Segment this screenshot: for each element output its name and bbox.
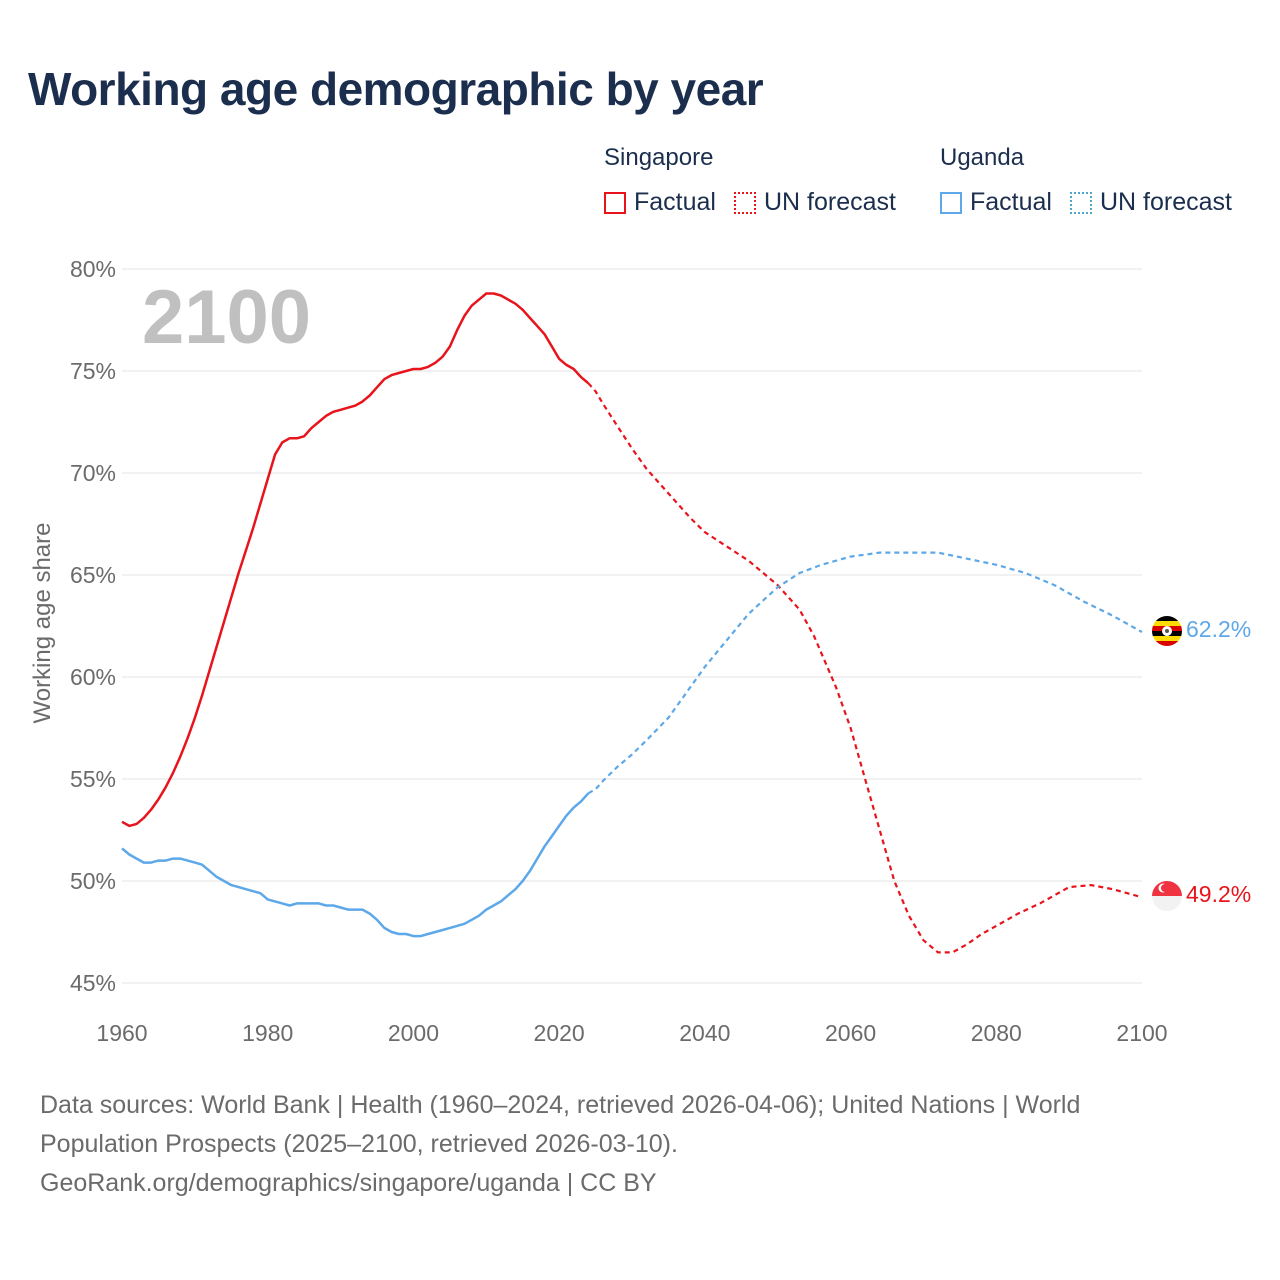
legend-item-singapore-factual[interactable]: Factual <box>604 188 716 217</box>
singapore-flag-icon <box>1152 881 1182 911</box>
legend-label-uganda-factual: Factual <box>970 188 1052 216</box>
legend-group-singapore: Singapore Factual UN forecast <box>604 144 914 217</box>
legend-label-uganda-forecast: UN forecast <box>1099 188 1232 216</box>
x-tick-label-2040: 2040 <box>679 1020 730 1046</box>
footer: Data sources: World Bank | Health (1960–… <box>40 1086 1200 1203</box>
y-axis-label: Working age share <box>29 523 56 724</box>
legend-item-singapore-forecast[interactable]: UN forecast <box>733 188 896 217</box>
singapore-factual-line <box>121 292 590 828</box>
y-axis-ticks: 45% 50% 55% 60% 65% 70% 75% 80% <box>70 256 116 996</box>
series-lines <box>121 292 1143 954</box>
footer-link[interactable]: GeoRank.org/demographics/singapore/ugand… <box>40 1169 657 1197</box>
x-tick-label-1960: 1960 <box>96 1020 147 1046</box>
x-tick-label-2080: 2080 <box>971 1020 1022 1046</box>
legend-country-singapore: Singapore <box>604 144 714 171</box>
legend-group-uganda: Uganda Factual UN forecast <box>940 144 1250 217</box>
x-axis-ticks: 1960 1980 2000 2020 2040 2060 2080 2100 <box>96 1020 1167 1046</box>
uganda-end-value: 62.2% <box>1186 616 1251 642</box>
singapore-forecast-line <box>587 382 1143 954</box>
x-tick-label-2020: 2020 <box>534 1020 585 1046</box>
y-tick-label-45: 45% <box>70 970 116 996</box>
year-watermark: 2100 <box>142 275 311 360</box>
y-tick-label-60: 60% <box>70 664 116 690</box>
uganda-forecast-line <box>587 551 1143 795</box>
y-tick-label-80: 80% <box>70 256 116 282</box>
y-tick-label-50: 50% <box>70 868 116 894</box>
y-tick-label-70: 70% <box>70 460 116 486</box>
x-tick-label-2100: 2100 <box>1116 1020 1167 1046</box>
legend-item-uganda-forecast[interactable]: UN forecast <box>1069 188 1232 217</box>
legend-swatch-singapore-forecast <box>733 191 756 214</box>
legend-item-uganda-factual[interactable]: Factual <box>940 188 1052 217</box>
uganda-flag-icon <box>1152 616 1182 646</box>
legend-label-singapore-factual: Factual <box>634 188 716 216</box>
legend-swatch-uganda-forecast <box>1069 191 1092 214</box>
gridlines <box>122 268 1142 984</box>
legend-label-singapore-forecast: UN forecast <box>763 188 896 216</box>
legend-country-uganda: Uganda <box>940 144 1025 171</box>
y-tick-label-55: 55% <box>70 766 116 792</box>
legend-swatch-uganda-factual <box>940 191 962 214</box>
chart-title: Working age demographic by year <box>28 63 764 115</box>
legend-swatch-singapore-factual <box>604 191 626 214</box>
x-tick-label-1980: 1980 <box>242 1020 293 1046</box>
y-tick-label-75: 75% <box>70 358 116 384</box>
x-tick-label-2000: 2000 <box>388 1020 439 1046</box>
footer-sources: Data sources: World Bank | Health (1960–… <box>40 1091 1081 1158</box>
singapore-end-value: 49.2% <box>1186 881 1251 907</box>
chart-svg: 45% 50% 55% 60% 65% 70% 75% 80% 1960 1980 2000 202… <box>29 256 1251 1046</box>
y-tick-label-65: 65% <box>70 562 116 588</box>
x-tick-label-2060: 2060 <box>825 1020 876 1046</box>
uganda-factual-line <box>121 792 590 938</box>
